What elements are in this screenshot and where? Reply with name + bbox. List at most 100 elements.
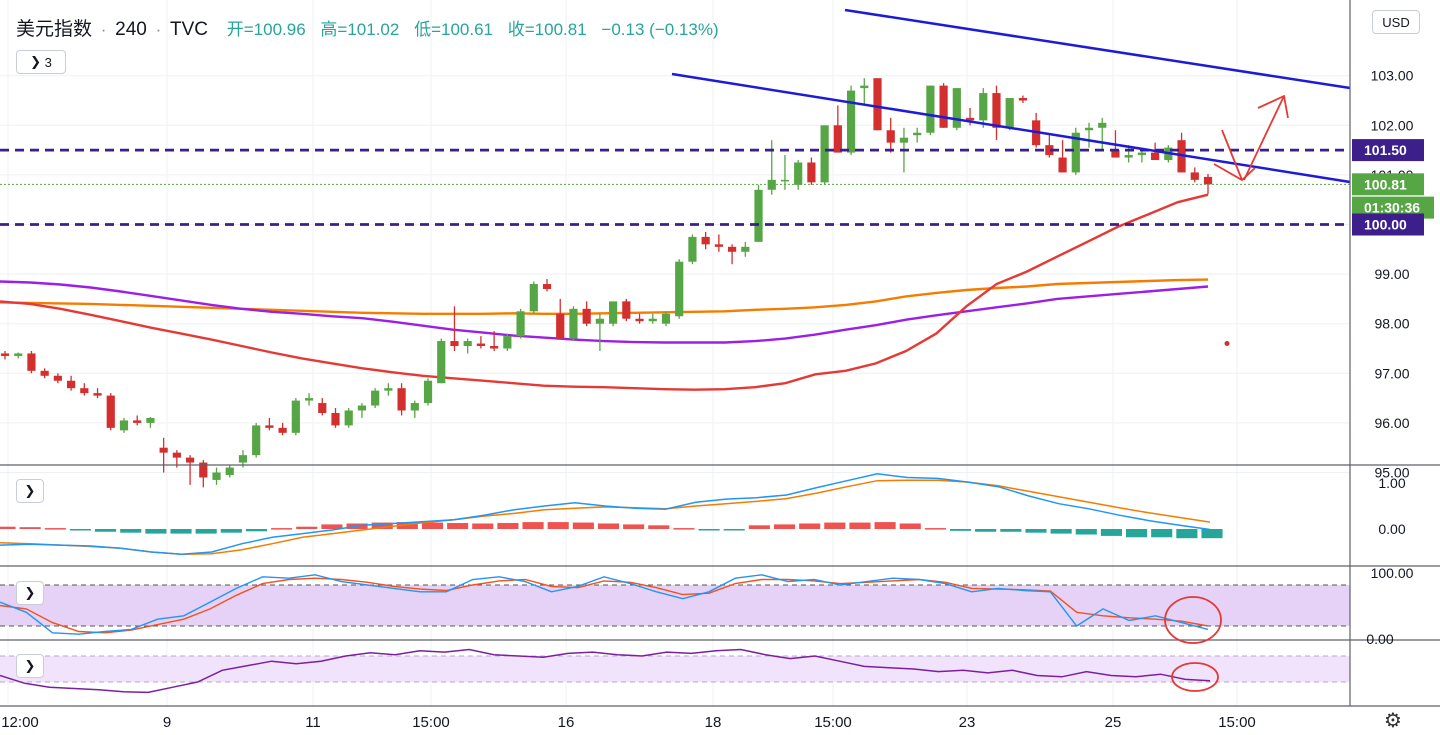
indicators-toggle-button[interactable]: ❯ 3 — [16, 50, 66, 74]
price-pane[interactable] — [0, 8, 1351, 488]
macd-histogram-bar — [1176, 529, 1198, 539]
candle-body — [119, 420, 129, 431]
candle-body — [80, 388, 89, 394]
y-tick-label: 95.00 — [1374, 465, 1409, 481]
candle-body — [212, 472, 221, 480]
candle-body — [53, 375, 62, 381]
macd-histogram-bar — [949, 529, 972, 531]
channel-lower-line — [671, 72, 1351, 184]
candle-body — [397, 388, 406, 411]
y-tick-label: 97.00 — [1374, 365, 1409, 381]
candle-body — [67, 380, 76, 389]
macd-tick-label: 0.00 — [1378, 521, 1405, 537]
price-label-text: 100.00 — [1364, 217, 1407, 233]
symbol-name[interactable]: 美元指数 — [16, 19, 93, 40]
legend-separator: · — [100, 20, 107, 39]
macd-histogram-bar — [572, 522, 594, 529]
candle-body — [1058, 157, 1067, 173]
legend-separator: · — [155, 20, 162, 39]
candle-body — [1124, 155, 1133, 158]
candle-body — [820, 125, 829, 183]
candle-body — [318, 403, 327, 413]
rsi-pane-toggle-button[interactable]: ❯ — [16, 654, 44, 678]
macd-pane[interactable] — [0, 473, 1223, 556]
macd-histogram-bar — [120, 529, 142, 533]
macd-histogram-bar — [975, 529, 997, 532]
price-label: 101.50 — [1352, 139, 1424, 162]
candle-body — [238, 455, 248, 463]
price-label-bg — [1352, 213, 1424, 236]
arrow-up-head — [1257, 94, 1289, 119]
candle-body — [146, 417, 155, 423]
candle-body — [437, 341, 446, 384]
change-value: −0.13 (−0.13%) — [601, 20, 719, 39]
candle-body — [780, 179, 790, 182]
candle-body — [846, 90, 856, 153]
candle-body — [384, 388, 393, 391]
candle-body — [93, 393, 102, 396]
macd-signal-line — [0, 479, 1211, 556]
macd-histogram-bar — [824, 522, 846, 529]
candle-body — [463, 341, 472, 347]
highlight-circle — [1171, 662, 1219, 692]
candle-body — [0, 353, 10, 356]
price-label: 01:30:36 — [1352, 196, 1434, 219]
candle-body — [252, 425, 261, 456]
candle-body — [648, 318, 657, 322]
candle-body — [622, 301, 631, 319]
macd-histogram-bar — [170, 529, 192, 534]
candle-body — [410, 403, 419, 411]
candle-body — [939, 85, 948, 128]
candle-body — [979, 93, 988, 121]
candle-body — [595, 318, 604, 324]
candle-body — [1045, 145, 1054, 156]
candle-body — [992, 93, 1001, 128]
candle-body — [106, 395, 115, 428]
rsi-band — [0, 656, 1350, 682]
x-tick-label: 18 — [705, 714, 722, 731]
macd-histogram-bar — [1100, 529, 1122, 536]
macd-histogram-bar — [271, 528, 293, 530]
price-label-text: 01:30:36 — [1364, 200, 1420, 216]
stoch-tick-label: 0.00 — [1366, 631, 1393, 647]
candle-body — [1071, 132, 1080, 173]
candle-body — [291, 400, 300, 433]
stochastic-k-line — [0, 574, 1209, 635]
macd-histogram-bar — [648, 525, 670, 529]
candle-body — [304, 398, 314, 401]
gear-icon[interactable]: ⚙ — [1384, 710, 1402, 732]
macd-tick-label: 1.00 — [1378, 475, 1405, 491]
candle-body — [476, 343, 486, 347]
candle-body — [701, 236, 710, 245]
stochastic-pane[interactable] — [0, 574, 1209, 635]
macd-histogram-bar — [522, 522, 544, 529]
chevron-right-icon: ❯ — [30, 54, 42, 69]
stoch-tick-label: 100.00 — [1371, 565, 1414, 581]
candle-body — [714, 244, 723, 247]
x-tick-label: 15:00 — [412, 714, 450, 731]
candle-body — [278, 427, 287, 433]
interval-label[interactable]: 240 — [115, 19, 147, 40]
currency-button[interactable]: USD — [1372, 10, 1420, 34]
candle-body — [423, 380, 433, 404]
candle-body — [926, 85, 935, 133]
price-label-bg — [1352, 139, 1424, 162]
macd-histogram-bar — [723, 529, 745, 531]
candle-body — [675, 261, 684, 317]
ema-orange-line — [0, 278, 1209, 315]
stochastic-pane-toggle-button[interactable]: ❯ — [16, 581, 44, 605]
candle-body — [14, 353, 23, 356]
macd-histogram-bar — [321, 524, 343, 529]
chevron-right-icon: ❯ — [24, 483, 36, 498]
annotations — [1164, 94, 1289, 692]
rsi-pane[interactable] — [0, 648, 1211, 694]
indicator-bands — [0, 584, 1350, 683]
candle-body — [159, 447, 168, 453]
macd-pane-toggle-button[interactable]: ❯ — [16, 479, 44, 503]
price-label-text: 100.81 — [1364, 176, 1407, 192]
macd-histogram-bar — [874, 522, 896, 529]
macd-histogram-bar — [748, 525, 770, 529]
rsi-line — [0, 648, 1211, 694]
macd-histogram-bar — [220, 529, 242, 533]
